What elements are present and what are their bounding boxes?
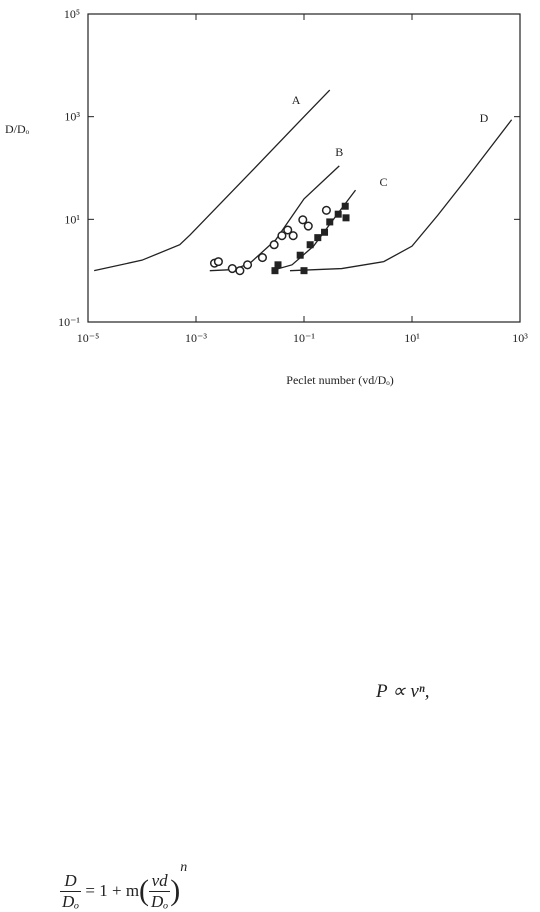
- open-circle-point: [257, 253, 267, 263]
- filled-square-point: [326, 218, 334, 226]
- curve-label: D: [480, 111, 489, 125]
- equation: D Dₒ = 1 + m(vd Dₒ)n: [60, 860, 187, 912]
- filled-square-point: [306, 241, 314, 249]
- open-circle-point: [235, 266, 245, 276]
- numerator: D: [60, 871, 82, 892]
- open-circle-point: [321, 205, 331, 215]
- paren: (: [139, 874, 150, 908]
- equation-rhs: = 1 + m: [85, 881, 140, 901]
- numerator: vd: [149, 871, 171, 892]
- y-axis-label: D/Dₒ: [5, 122, 30, 136]
- open-circle-point: [288, 231, 298, 241]
- curve: [94, 89, 331, 272]
- open-circle-point: [303, 221, 313, 231]
- paren: ): [170, 874, 181, 908]
- y-tick-label: 10⁵: [64, 7, 80, 21]
- y-tick-label: 10³: [64, 110, 80, 124]
- open-circle-point: [298, 215, 308, 225]
- fraction: D Dₒ: [60, 871, 82, 912]
- open-circle-point: [242, 260, 253, 270]
- y-tick-label: 10¹: [64, 212, 80, 226]
- fraction: vd Dₒ: [149, 871, 171, 912]
- filled-square-point: [314, 234, 322, 242]
- filled-square-point: [296, 251, 304, 259]
- y-tick-label: 10⁻¹: [58, 315, 80, 329]
- curve-label: B: [335, 145, 343, 159]
- x-tick-label: 10¹: [404, 331, 420, 345]
- filled-square-point: [341, 202, 349, 210]
- filled-square-point: [271, 267, 279, 275]
- open-circle-point: [227, 263, 237, 274]
- filled-square-point: [300, 267, 308, 275]
- open-circle-point: [277, 231, 287, 241]
- denominator: Dₒ: [151, 891, 169, 911]
- filled-square-point: [321, 228, 329, 236]
- filled-square-point: [342, 214, 350, 222]
- curve-label: C: [380, 175, 388, 189]
- exponent: n: [180, 860, 188, 875]
- curve: [289, 119, 513, 272]
- open-circle-point: [283, 225, 293, 235]
- open-circle-point: [269, 240, 279, 250]
- curve-label: A: [292, 93, 301, 107]
- x-axis-label: Peclet number (vd/Dₒ): [286, 373, 393, 387]
- x-tick-label: 10³: [512, 331, 528, 345]
- formula-proportional: P ∝ vⁿ,: [376, 681, 430, 702]
- open-circle-point: [213, 257, 223, 267]
- denominator: Dₒ: [62, 891, 80, 911]
- x-tick-label: 10⁻¹: [293, 331, 315, 345]
- plot-frame: [87, 13, 521, 323]
- x-tick-label: 10⁻³: [185, 331, 207, 345]
- curve: [209, 165, 340, 272]
- x-tick-label: 10⁻⁵: [77, 331, 100, 345]
- filled-square-point: [334, 210, 342, 218]
- filled-square-point: [274, 261, 282, 269]
- chart: D/Dₒ Peclet number (vd/Dₒ) 10⁻⁵ 10⁻³ 10⁻¹ 1…: [5, 7, 528, 387]
